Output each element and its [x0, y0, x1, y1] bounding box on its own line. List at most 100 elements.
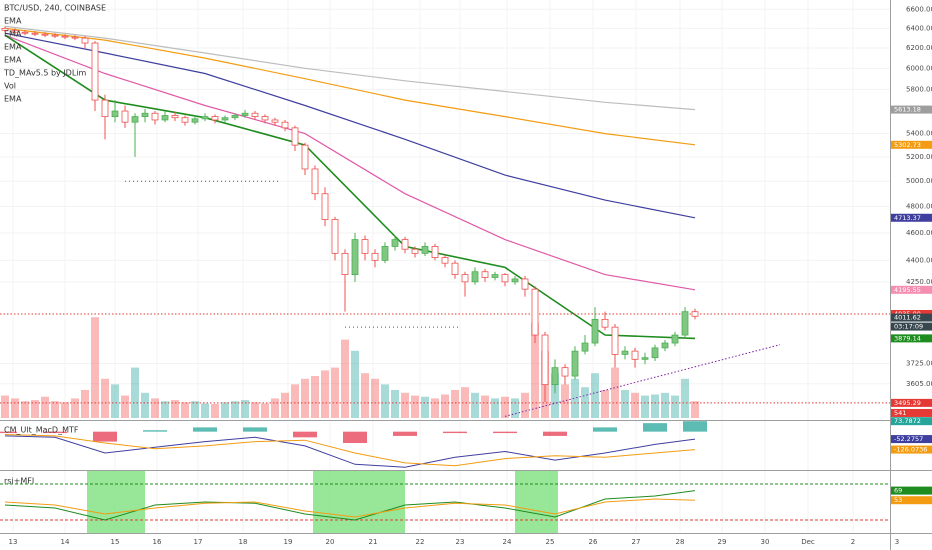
- candle-body: [1, 27, 9, 31]
- volume-bar: [421, 396, 429, 418]
- x-tick-label: 22: [416, 538, 425, 546]
- macd-histogram: [683, 421, 707, 432]
- candle-body: [521, 278, 529, 290]
- price-tag: [891, 334, 932, 343]
- volume-bar: [201, 403, 209, 418]
- macd-histogram: [393, 431, 417, 436]
- volume-bar: [511, 398, 519, 418]
- volume-bar: [21, 401, 29, 418]
- x-tick-label: 14: [61, 538, 70, 546]
- volume-bar: [311, 376, 319, 418]
- x-tick-label: 3: [895, 538, 899, 546]
- candle-body: [171, 115, 179, 119]
- volume-bar: [661, 392, 669, 418]
- countdown: 03:17:09: [894, 323, 923, 331]
- candle-body: [121, 110, 129, 123]
- candle-body: [161, 115, 169, 121]
- volume-bar: [301, 378, 309, 418]
- candle-body: [621, 350, 629, 355]
- macd-histogram: [343, 431, 367, 444]
- y-tick-label: 6600.00: [906, 5, 932, 13]
- price-tag: [891, 435, 932, 444]
- volume-bar: [521, 392, 529, 418]
- x-tick-label: 2: [851, 538, 855, 546]
- volume-bar: [11, 398, 19, 418]
- candle-body: [271, 119, 279, 123]
- candle-body: [641, 357, 649, 360]
- price-tag-label: 3495.29: [894, 399, 921, 407]
- price-tag: [891, 408, 932, 417]
- candle-body: [51, 34, 59, 37]
- volume-bar: [251, 402, 259, 418]
- candle-body: [221, 117, 229, 121]
- volume-bar: [631, 392, 639, 418]
- rsi-zone: [313, 471, 405, 533]
- volume-bar: [341, 339, 349, 418]
- volume-bar: [351, 350, 359, 418]
- price-tag: [891, 213, 932, 222]
- price-tag: [891, 398, 932, 407]
- ema-line: [4, 34, 696, 291]
- volume-bar: [141, 392, 149, 418]
- price-tag-label: 541: [894, 409, 906, 417]
- x-tick-label: 23: [456, 538, 465, 546]
- volume-bar: [171, 400, 179, 418]
- price-tag-label: 69: [894, 487, 902, 495]
- candle-body: [431, 246, 439, 258]
- price-tag-label: 4713.37: [894, 214, 921, 222]
- volume-bar: [681, 378, 689, 418]
- volume-bar: [491, 398, 499, 418]
- candle-body: [451, 262, 459, 275]
- volume-bar: [51, 401, 59, 418]
- candle-body: [441, 257, 449, 264]
- volume-bar: [471, 392, 479, 418]
- x-tick-label: 20: [326, 538, 335, 546]
- macd-histogram: [193, 427, 217, 432]
- x-tick-label: 16: [153, 538, 162, 546]
- y-tick-label: 3605.00: [906, 380, 932, 388]
- volume-bar: [641, 395, 649, 418]
- candle-body: [391, 239, 399, 247]
- volume-bar: [271, 398, 279, 418]
- candle-body: [551, 367, 559, 386]
- x-tick-label: 19: [284, 538, 293, 546]
- candle-body: [501, 274, 509, 283]
- candle-body: [541, 334, 549, 386]
- volume-bar: [561, 384, 569, 418]
- volume-bar: [621, 390, 629, 418]
- volume-bar: [411, 395, 419, 418]
- macd-title: CM_Ult_MacD_MTF: [4, 426, 79, 435]
- volume-bar: [151, 398, 159, 418]
- y-tick-label: 4800.00: [906, 202, 932, 210]
- volume-bar: [481, 395, 489, 418]
- ema-line: [4, 27, 696, 146]
- candle-body: [71, 36, 79, 39]
- x-tick-label: 30: [761, 538, 770, 546]
- mfi-line: [4, 498, 696, 518]
- volume-bar: [61, 402, 69, 418]
- candle-body: [141, 112, 149, 117]
- price-tag: [891, 313, 932, 322]
- volume-bar: [591, 373, 599, 418]
- x-tick-label: 25: [546, 538, 555, 546]
- volume-bar: [381, 384, 389, 418]
- price-tag-label: 4195.55: [894, 286, 921, 294]
- y-tick-label: 5000.00: [906, 177, 932, 185]
- legend-item: EMA: [4, 17, 22, 26]
- rsi-zone: [87, 471, 145, 533]
- volume-bar: [241, 400, 249, 418]
- volume-bar: [651, 394, 659, 418]
- volume-bar: [391, 390, 399, 418]
- candle-body: [421, 246, 429, 254]
- volume-bar: [1, 395, 9, 418]
- y-tick-label: 5200.00: [906, 153, 932, 161]
- candle-body: [411, 248, 419, 254]
- legend-item: EMA: [4, 30, 22, 39]
- candle-body: [381, 246, 389, 261]
- candle-body: [691, 311, 699, 317]
- volume-bar: [221, 402, 229, 418]
- volume-bar: [191, 401, 199, 418]
- signal-line: [4, 434, 696, 467]
- x-tick-label: 28: [676, 538, 685, 546]
